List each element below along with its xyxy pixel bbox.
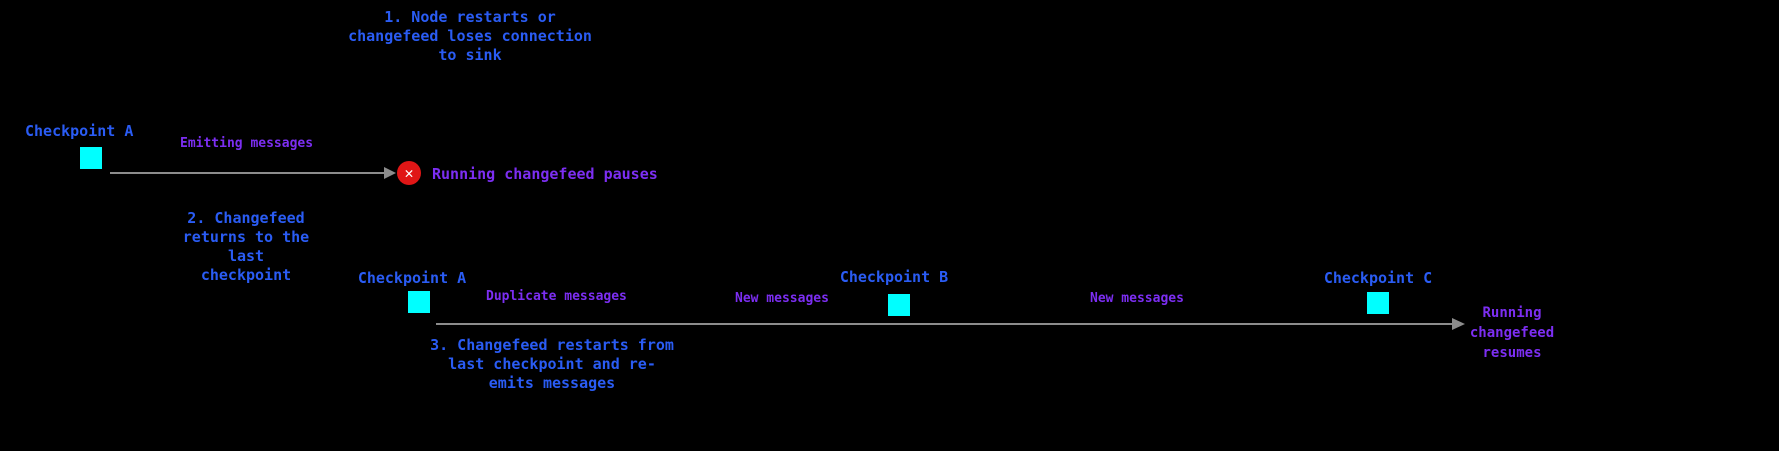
- new-messages-label-1: New messages: [735, 291, 829, 306]
- cancel-icon-glyph: ✕: [404, 163, 414, 182]
- timeline-arrow-pause: [110, 167, 396, 179]
- step1-annotation: 1. Node restarts or changefeed loses con…: [348, 8, 592, 64]
- step2-annotation: 2. Changefeed returns to the last checkp…: [182, 209, 310, 284]
- checkpoint-a-marker-top: [80, 147, 102, 169]
- checkpoint-c-marker: [1367, 292, 1389, 314]
- checkpoint-a-marker-bottom: [408, 291, 430, 313]
- checkpoint-b-label: Checkpoint B: [839, 268, 949, 286]
- emitting-messages-label: Emitting messages: [180, 136, 314, 151]
- cancel-icon: ✕: [397, 161, 421, 185]
- checkpoint-a-label-bottom: Checkpoint A: [357, 269, 467, 287]
- new-messages-label-2: New messages: [1090, 291, 1184, 306]
- duplicate-messages-label: Duplicate messages: [486, 289, 627, 304]
- timeline-arrow-resume: [436, 318, 1465, 330]
- checkpoint-c-label: Checkpoint C: [1323, 269, 1433, 287]
- checkpoint-a-label-top: Checkpoint A: [25, 122, 134, 140]
- checkpoint-b-marker: [888, 294, 910, 316]
- running-changefeed-pauses-label: Running changefeed pauses: [432, 165, 658, 183]
- running-changefeed-resumes-label: Running changefeed resumes: [1469, 305, 1555, 361]
- step3-annotation: 3. Changefeed restarts from last checkpo…: [430, 336, 674, 392]
